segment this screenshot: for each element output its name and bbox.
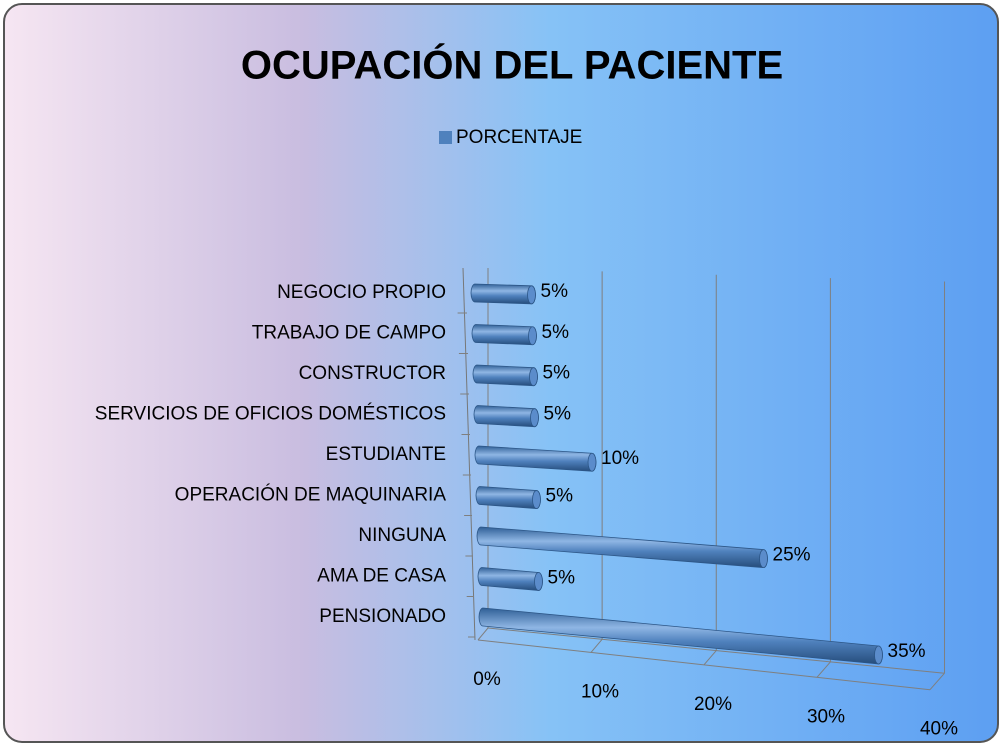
- bar-cap: [530, 408, 539, 428]
- bar-cap: [874, 645, 883, 665]
- floor-back: [487, 627, 945, 674]
- y-tick-label: CONSTRUCTOR: [299, 363, 446, 384]
- y-tick-label: NEGOCIO PROPIO: [277, 282, 446, 303]
- bar: [471, 324, 537, 346]
- y-tick-label: PENSIONADO: [319, 606, 446, 627]
- bar-cap: [527, 285, 536, 305]
- bar-cap: [587, 452, 597, 472]
- floor-line: [703, 650, 717, 666]
- data-label: 5%: [543, 363, 571, 384]
- data-label: 35%: [888, 641, 926, 662]
- bar-cap: [534, 572, 543, 591]
- x-tick-label: 10%: [581, 681, 619, 702]
- x-tick-label: 40%: [920, 719, 958, 740]
- bar: [472, 364, 538, 387]
- floor-line: [590, 638, 603, 653]
- y-tick-label: SERVICIOS DE OFICIOS DOMÉSTICOS: [95, 404, 446, 425]
- y-tick-label: ESTUDIANTE: [326, 444, 446, 465]
- x-tick-label: 30%: [807, 706, 845, 727]
- bar-cap: [532, 490, 541, 509]
- data-label: 5%: [544, 404, 572, 425]
- chart-title: OCUPACIÓN DEL PACIENTE: [241, 42, 783, 88]
- data-label: 5%: [548, 567, 576, 588]
- y-tick-label: NINGUNA: [358, 525, 446, 546]
- bar-cap: [528, 326, 537, 346]
- data-label: 5%: [542, 322, 570, 343]
- bar-cap: [529, 367, 538, 387]
- floor-line: [816, 661, 831, 678]
- y-tick-label: TRABAJO DE CAMPO: [252, 323, 446, 344]
- floor-line: [929, 672, 945, 691]
- y-tick-label: AMA DE CASA: [317, 566, 446, 587]
- x-tick-label: 0%: [473, 669, 501, 690]
- y-tick-label: OPERACIÓN DE MAQUINARIA: [175, 484, 447, 506]
- data-label: 25%: [773, 545, 811, 566]
- legend-swatch: [439, 131, 452, 144]
- bar: [473, 405, 539, 428]
- floor-line: [477, 627, 489, 641]
- data-label: 10%: [601, 448, 639, 469]
- data-label: 5%: [541, 281, 569, 302]
- floor-front: [477, 639, 931, 691]
- x-tick-label: 20%: [694, 694, 732, 715]
- bar: [475, 486, 541, 509]
- legend-label: PORCENTAJE: [456, 127, 582, 148]
- data-label: 5%: [546, 486, 574, 507]
- bar: [470, 283, 536, 305]
- left-wall: [462, 267, 476, 641]
- bar-cap: [759, 549, 768, 568]
